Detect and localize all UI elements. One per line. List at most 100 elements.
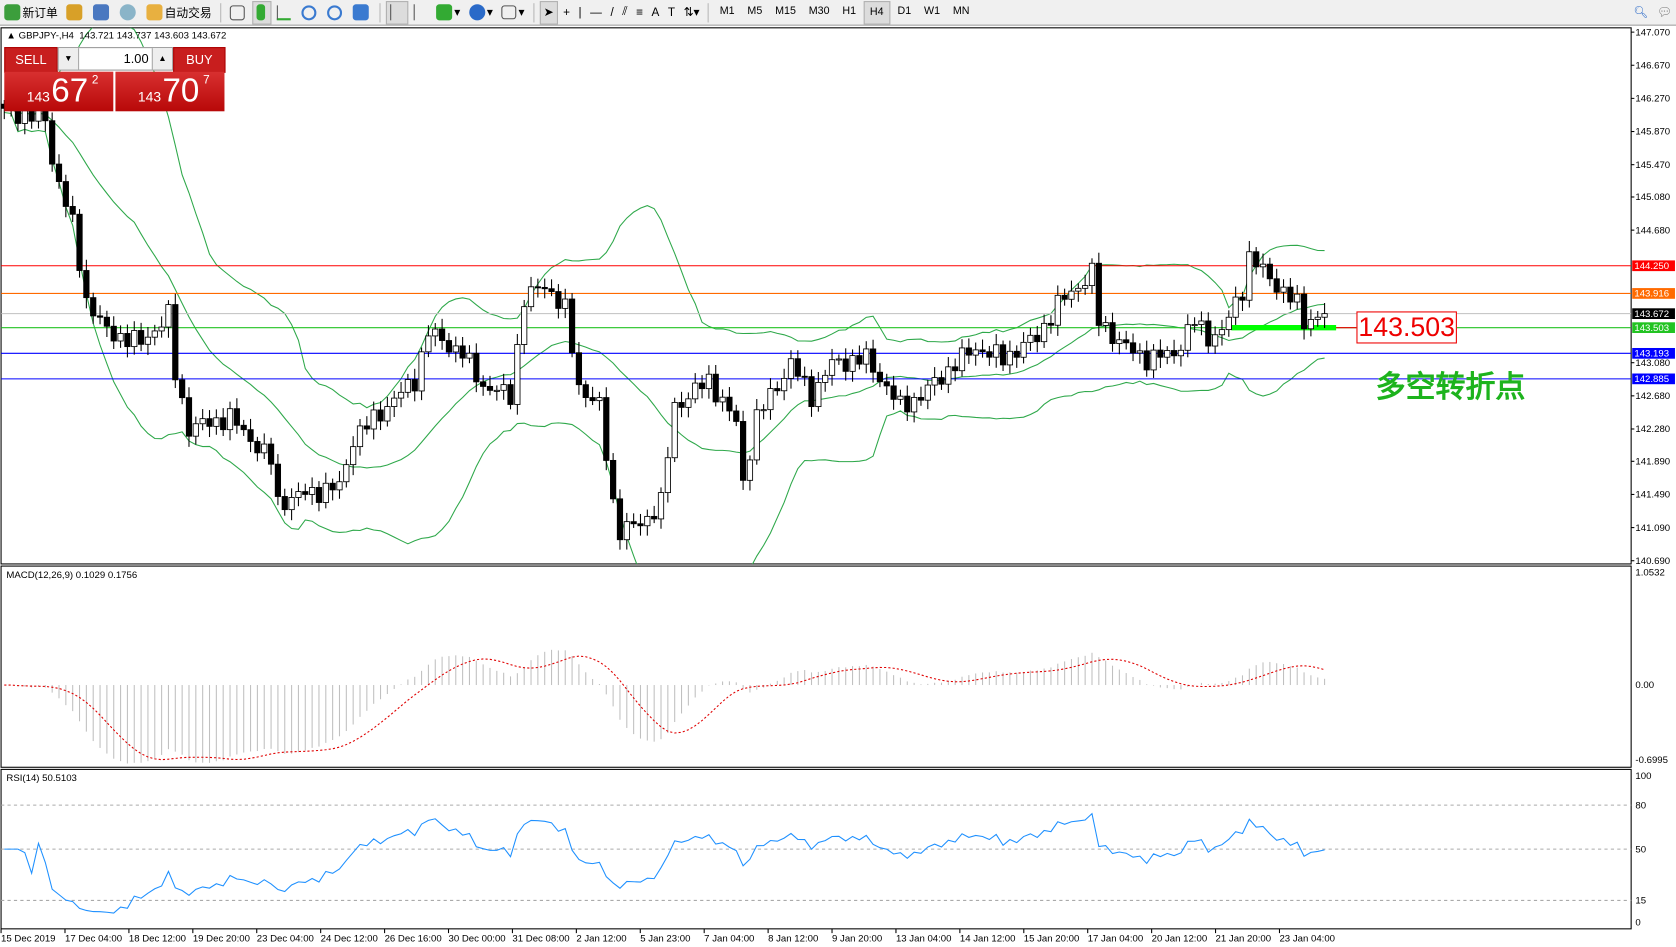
horizontal-line-tool[interactable]: — (587, 2, 605, 23)
sell-price[interactable]: 143 67 2 (4, 71, 114, 112)
candle-body (384, 406, 391, 422)
time-tick-label: 5 Jan 23:00 (640, 934, 690, 945)
signals-button[interactable] (117, 2, 142, 23)
time-tick-label: 15 Jan 20:00 (1024, 934, 1080, 945)
timeframe-m5[interactable]: M5 (747, 5, 763, 18)
chart-area[interactable]: 144.250 143.916 143.672 143.503 143.193 142.8… (0, 26, 1676, 947)
label-tool[interactable]: T (665, 2, 679, 23)
buy-button[interactable]: BUY (173, 47, 226, 73)
candle (391, 390, 398, 418)
candle-body (541, 286, 548, 290)
arrows-tool[interactable]: ⇅▾ (680, 2, 702, 23)
candle-body (657, 492, 665, 520)
candle-body (1280, 286, 1287, 293)
tile-windows-button[interactable] (350, 2, 375, 23)
rsi-tick-label: 0 (1635, 918, 1640, 929)
horizontal-line-icon: — (590, 5, 602, 19)
candle (404, 373, 411, 398)
vertical-line-tool[interactable]: | (575, 2, 584, 23)
crosshair-tool[interactable]: + (560, 2, 573, 23)
candle (288, 488, 295, 521)
channel-icon: ⫽ (622, 5, 628, 19)
chart-shift-button[interactable] (410, 2, 430, 23)
price-callout: 143.503 (1356, 311, 1457, 344)
buy-price-fraction: 7 (203, 73, 210, 87)
candle (1054, 285, 1061, 336)
periods-button[interactable]: ▾ (466, 2, 496, 23)
rsi-tick-label: 15 (1635, 896, 1646, 907)
candle (473, 343, 480, 393)
candle (1109, 312, 1116, 352)
candle-body (828, 359, 836, 376)
timeframe-m15[interactable]: M15 (775, 5, 796, 18)
lot-increase-button[interactable]: ▲ (151, 48, 173, 70)
fibonacci-tool[interactable]: ≡ (633, 2, 646, 23)
auto-scroll-button[interactable] (385, 0, 409, 25)
zoom-out-button[interactable] (324, 2, 348, 23)
candle-body (917, 397, 925, 401)
candle-body (1075, 287, 1082, 292)
candle-body (1150, 349, 1157, 371)
candle (459, 336, 466, 368)
candle-body (1047, 322, 1055, 326)
candle (883, 373, 890, 396)
search-button[interactable]: 🔍︎ (1630, 2, 1651, 23)
level-label: 143.503 (1634, 323, 1669, 334)
cursor-tool[interactable]: ➤ (539, 0, 558, 25)
timeframe-w1[interactable]: W1 (923, 5, 941, 18)
candle-body (1129, 342, 1137, 354)
timeframe-m30[interactable]: M30 (808, 5, 830, 18)
indicators-button[interactable]: ▾ (433, 2, 463, 23)
timeframe-m1[interactable]: M1 (719, 5, 735, 18)
candle-body (329, 482, 336, 491)
candle-body (945, 366, 952, 385)
candle-body (507, 384, 514, 405)
candlestick-button[interactable] (252, 0, 272, 25)
candle-body (1123, 339, 1130, 344)
level-label-bg (1632, 260, 1675, 272)
candle-body (774, 388, 781, 392)
timeframe-mn[interactable]: MN (952, 5, 970, 18)
bar-chart-button[interactable] (227, 2, 251, 23)
timeframe-h4[interactable]: H4 (863, 0, 891, 25)
candle-body (1246, 251, 1253, 301)
candle-body (514, 344, 521, 405)
zoom-in-button[interactable] (298, 2, 322, 23)
search-icon: 🔍︎ (1633, 6, 1649, 20)
templates-button[interactable]: ▾ (498, 2, 527, 23)
candle-body (247, 429, 254, 442)
text-tool[interactable]: A (648, 2, 662, 23)
candle (514, 333, 521, 415)
middle-band (4, 107, 1325, 469)
candle (281, 488, 288, 516)
timeframe-d1[interactable]: D1 (897, 5, 912, 18)
auto-trading-button[interactable]: 自动交易 (143, 2, 215, 23)
lot-size-input[interactable]: ▼ 1.00 ▲ (57, 47, 174, 71)
sell-button[interactable]: SELL (4, 47, 58, 73)
candle-body (49, 120, 56, 165)
line-chart-button[interactable] (274, 2, 296, 23)
terminal-button[interactable] (90, 2, 115, 23)
candle-body (671, 402, 678, 459)
lot-decrease-button[interactable]: ▼ (58, 48, 80, 70)
level-label: 143.193 (1634, 349, 1669, 360)
new-order-button[interactable]: 新订单 (1, 2, 61, 23)
candle (158, 316, 165, 338)
candle (69, 195, 76, 223)
channel-tool[interactable]: ⫽ (619, 2, 631, 23)
candle-body (233, 408, 240, 426)
chat-button[interactable]: 💬︎ (1654, 2, 1675, 23)
candle-body (1006, 350, 1013, 366)
buy-price[interactable]: 143 70 7 (115, 71, 225, 112)
signal-icon (119, 4, 136, 21)
candle-body (678, 402, 685, 408)
timeframe-h1[interactable]: H1 (842, 5, 857, 18)
candle (1294, 284, 1301, 310)
candle-body (555, 291, 562, 309)
candle-body (418, 351, 425, 392)
trendline-tool[interactable]: / (607, 2, 617, 23)
candle (1129, 333, 1137, 362)
lot-value[interactable]: 1.00 (123, 51, 149, 67)
candle (1068, 280, 1075, 308)
history-button[interactable] (63, 2, 88, 23)
